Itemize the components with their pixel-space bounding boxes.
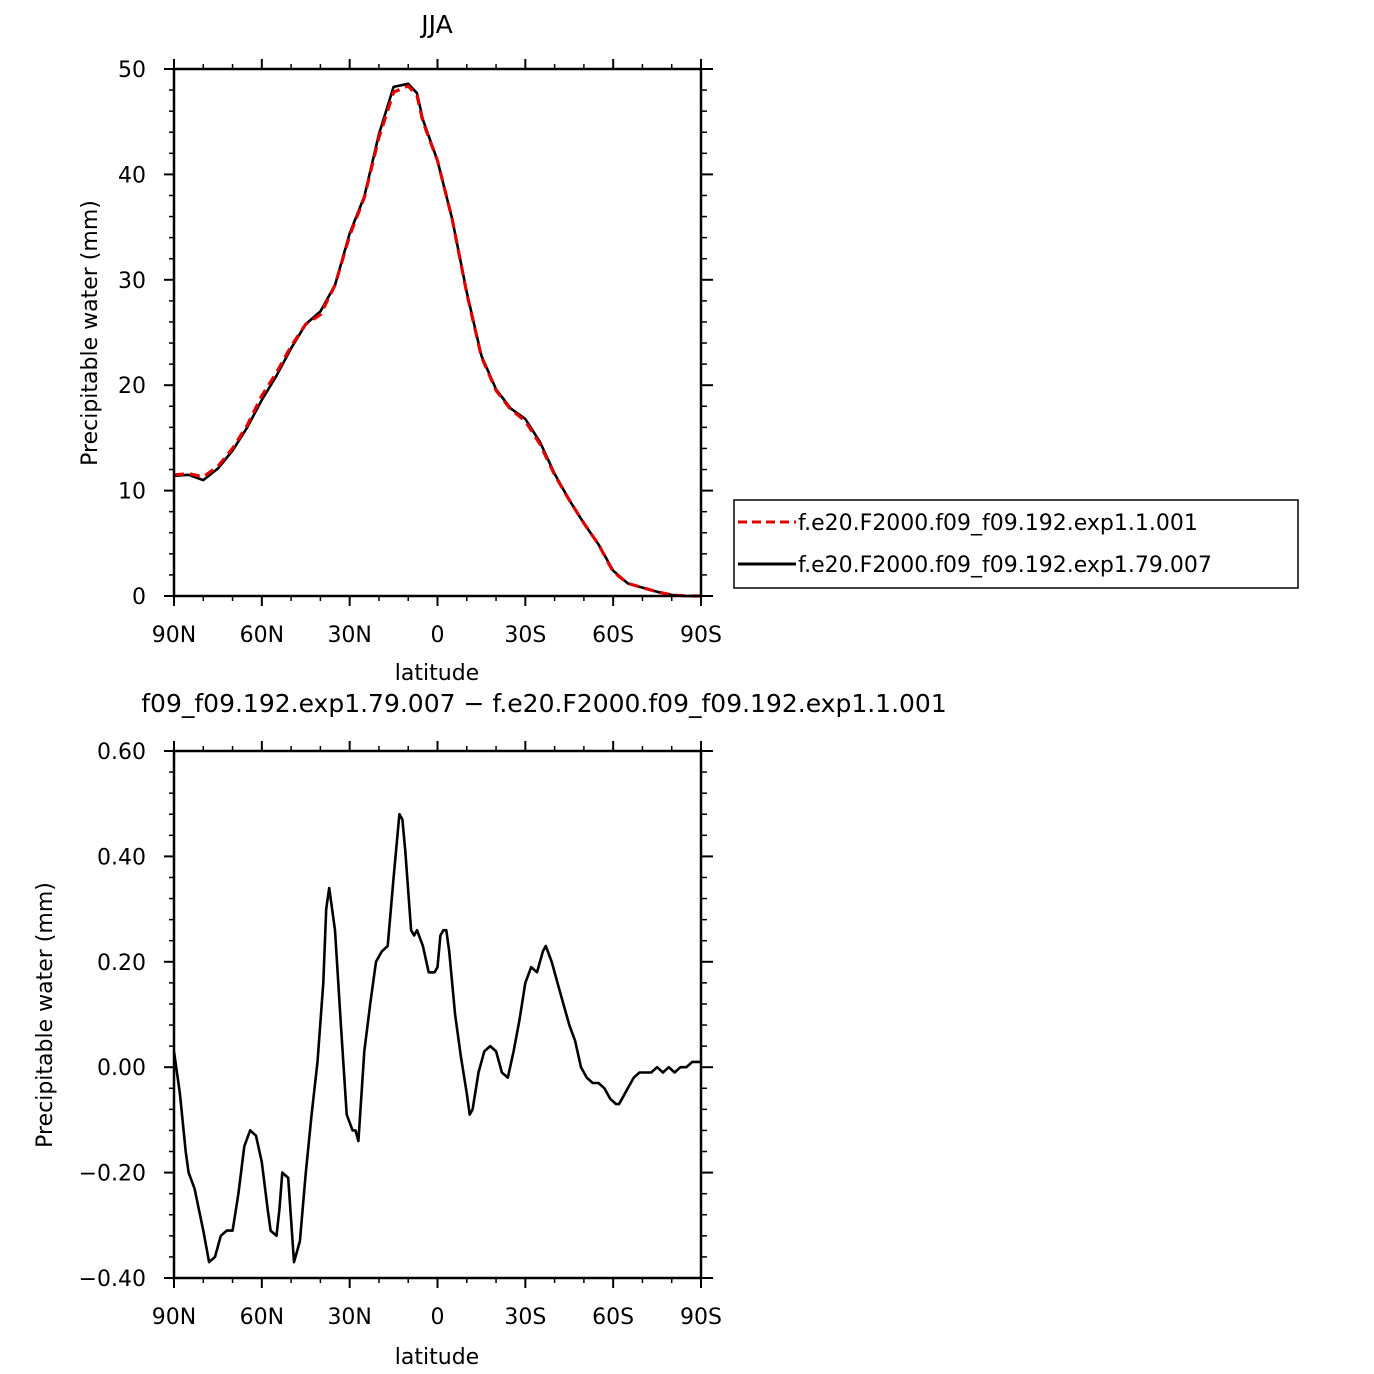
top-panel-plot: 90N 60N 30N 0 30S 60S 90S 0 10 20 30 40 50 JJA latit… [78,10,722,686]
bottom-y-tick-label: −0.20 [79,1162,146,1187]
legend-box [733,499,1299,589]
top-x-tick-label: 0 [431,623,445,648]
bottom-x-tick-label: 60S [592,1305,634,1330]
bottom-x-tick-label: 30N [327,1305,371,1330]
bottom-y-tick-label: −0.40 [79,1267,146,1292]
top-x-tick-label: 30S [504,623,546,648]
top-y-tick-label: 0 [132,585,146,610]
bottom-plot-frame [172,749,703,1280]
legend-label-series-1: f.e20.F2000.f09_f09.192.exp1.1.001 [798,511,1198,536]
legend-label-series-2: f.e20.F2000.f09_f09.192.exp1.79.007 [798,553,1212,578]
bottom-y-axis-label: Precipitable water (mm) [33,882,58,1148]
legend: f.e20.F2000.f09_f09.192.exp1.1.001 f.e20… [733,499,1299,589]
bottom-y-tick-label: 0.40 [97,845,146,870]
bottom-x-tick-label: 90N [152,1305,196,1330]
bottom-x-tick-label: 0 [431,1305,445,1330]
top-chart-title: JJA [419,10,452,39]
bottom-y-tick-label: 0.60 [97,740,146,765]
bottom-x-tick-label: 60N [240,1305,284,1330]
bottom-panel-plot: 90N 60N 30N 0 30S 60S 90S −0.40 −0.20 0.00 0.20 0.4… [33,689,947,1370]
top-y-axis-label: Precipitable water (mm) [78,200,103,466]
top-x-tick-label: 60N [240,623,284,648]
top-x-tick-label: 90S [680,623,722,648]
bottom-y-tick-label: 0.00 [97,1056,146,1081]
bottom-series-line-1 [172,812,701,1264]
top-plot-frame [172,67,703,598]
top-x-axis-label: latitude [395,661,479,686]
top-y-tick-label: 40 [118,163,146,188]
bottom-x-tick-label: 30S [504,1305,546,1330]
bottom-x-tick-label: 90S [680,1305,722,1330]
top-x-tick-label: 60S [592,623,634,648]
top-y-tick-label: 20 [118,374,146,399]
top-x-tick-label: 30N [327,623,371,648]
bottom-y-tick-label: 0.20 [97,951,146,976]
top-y-tick-label: 50 [118,58,146,83]
bottom-x-axis-label: latitude [395,1345,479,1370]
top-y-tick-label: 30 [118,269,146,294]
top-x-tick-label: 90N [152,623,196,648]
top-y-tick-label: 10 [118,480,146,505]
bottom-chart-title: f09_f09.192.exp1.79.007 − f.e20.F2000.f0… [141,689,947,718]
top-series-line-1 [173,84,701,598]
